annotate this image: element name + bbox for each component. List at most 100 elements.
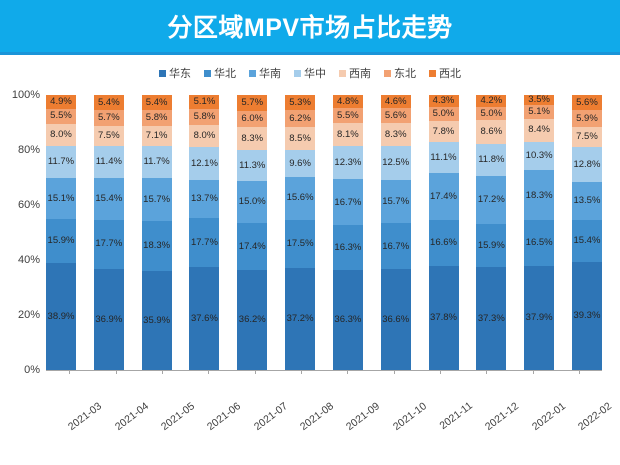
bar-segment-东北[interactable]: 5.7% [93,109,124,126]
bar-segment-西北[interactable]: 4.3% [428,95,459,107]
bar-segment-华中[interactable]: 11.7% [46,145,76,178]
bar-segment-华北[interactable]: 17.7% [93,219,124,269]
bar-segment-西南[interactable]: 7.1% [141,126,172,146]
bar-segment-华东[interactable]: 38.9% [46,263,76,370]
bar-segment-东北[interactable]: 5.9% [571,110,602,127]
bar-segment-华南[interactable]: 15.7% [141,177,172,221]
legend-item-华北[interactable]: 华北 [204,65,236,81]
bar-segment-西北[interactable]: 5.4% [93,95,124,110]
bar-column[interactable]: 5.3% 6.2% 8.5% 9.6% 15.6% 17.5% 37.2% [285,95,316,370]
bar-segment-华东[interactable]: 37.2% [285,267,316,370]
bar-segment-华北[interactable]: 16.6% [428,220,459,267]
bar-segment-东北[interactable]: 5.6% [380,107,411,124]
bar-column[interactable]: 5.4% 5.8% 7.1% 11.7% 15.7% 18.3% 35.9% [141,95,172,370]
bar-segment-西南[interactable]: 8.0% [189,125,220,147]
bar-column[interactable]: 4.8% 5.5% 8.1% 12.3% 16.7% 16.3% 36.3% [332,95,363,370]
bar-segment-东北[interactable]: 5.0% [476,106,507,121]
bar-segment-华北[interactable]: 17.5% [285,219,316,268]
bar-segment-华南[interactable]: 18.3% [524,170,555,221]
bar-segment-华南[interactable]: 17.4% [428,172,459,221]
bar-column[interactable]: 4.6% 5.6% 8.3% 12.5% 15.7% 16.7% 36.6% [380,95,411,370]
bar-segment-东北[interactable]: 5.5% [46,108,76,124]
bar-segment-东北[interactable]: 5.8% [189,109,220,125]
bar-segment-华北[interactable]: 16.3% [332,225,363,271]
bar-segment-华东[interactable]: 36.6% [380,269,411,370]
bar-column[interactable]: 5.4% 5.7% 7.5% 11.4% 15.4% 17.7% 36.9% [93,95,124,370]
bar-column[interactable]: 4.3% 5.0% 7.8% 11.1% 17.4% 16.6% 37.8% [428,95,459,370]
bar-segment-西北[interactable]: 4.6% [380,95,411,108]
bar-segment-华中[interactable]: 9.6% [285,150,316,177]
bar-segment-华南[interactable]: 15.7% [380,180,411,224]
legend-item-西南[interactable]: 西南 [339,65,371,81]
bar-segment-华中[interactable]: 11.7% [141,145,172,178]
legend-item-华东[interactable]: 华东 [159,65,191,81]
bar-segment-华东[interactable]: 36.9% [93,268,124,370]
bar-segment-华中[interactable]: 11.4% [93,146,124,178]
bar-segment-华南[interactable]: 15.1% [46,177,76,220]
bar-segment-西南[interactable]: 8.4% [524,118,555,142]
bar-segment-东北[interactable]: 6.0% [237,110,268,128]
bar-segment-华北[interactable]: 16.5% [524,220,555,266]
bar-segment-华北[interactable]: 17.7% [189,217,220,267]
bar-segment-华南[interactable]: 17.2% [476,176,507,224]
bar-segment-华东[interactable]: 36.2% [237,270,268,370]
bar-column[interactable]: 4.2% 5.0% 8.6% 11.8% 17.2% 15.9% 37.3% [476,95,507,370]
bar-segment-西北[interactable]: 5.3% [285,95,316,110]
bar-segment-华南[interactable]: 13.7% [189,180,220,218]
bar-segment-西北[interactable]: 5.1% [189,95,220,110]
bar-segment-西北[interactable]: 5.6% [571,95,602,111]
bar-segment-西南[interactable]: 8.0% [46,123,76,146]
bar-segment-西南[interactable]: 8.3% [237,127,268,151]
bar-column[interactable]: 4.9% 5.5% 8.0% 11.7% 15.1% 15.9% 38.9% [46,95,76,370]
bar-segment-西北[interactable]: 4.8% [332,95,363,109]
bar-segment-华南[interactable]: 16.7% [332,179,363,226]
bar-segment-华东[interactable]: 37.3% [476,267,507,370]
bar-segment-西南[interactable]: 7.8% [428,120,459,143]
bar-segment-东北[interactable]: 6.2% [285,109,316,127]
bar-segment-华北[interactable]: 15.4% [571,219,602,262]
bar-column[interactable]: 5.6% 5.9% 7.5% 12.8% 13.5% 15.4% 39.3% [571,95,602,370]
bar-segment-东北[interactable]: 5.8% [141,110,172,127]
bar-segment-西南[interactable]: 7.5% [93,125,124,147]
bar-segment-华北[interactable]: 15.9% [476,223,507,268]
bar-segment-华南[interactable]: 13.5% [571,182,602,220]
bar-segment-华中[interactable]: 10.3% [524,141,555,171]
bar-segment-华北[interactable]: 16.7% [380,223,411,270]
legend-item-西北[interactable]: 西北 [429,65,461,81]
bar-column[interactable]: 3.5% 5.1% 8.4% 10.3% 18.3% 16.5% 37.9% [524,95,555,370]
bar-column[interactable]: 5.7% 6.0% 8.3% 11.3% 15.0% 17.4% 36.2% [237,95,268,370]
bar-segment-华中[interactable]: 12.1% [189,147,220,181]
bar-segment-西南[interactable]: 8.1% [332,123,363,146]
bar-segment-西南[interactable]: 8.5% [285,126,316,151]
bar-segment-西南[interactable]: 8.6% [476,120,507,144]
bar-segment-华中[interactable]: 12.3% [332,145,363,180]
bar-segment-西北[interactable]: 5.4% [141,95,172,111]
bar-segment-华东[interactable]: 39.3% [571,261,602,370]
bar-segment-华中[interactable]: 12.8% [571,147,602,183]
legend-item-华南[interactable]: 华南 [249,65,281,81]
bar-segment-华东[interactable]: 37.6% [189,266,220,370]
bar-segment-西北[interactable]: 5.7% [237,95,268,111]
bar-segment-华南[interactable]: 15.0% [237,181,268,223]
bar-segment-西北[interactable]: 3.5% [524,95,555,105]
bar-segment-华东[interactable]: 35.9% [141,271,172,370]
bar-segment-华中[interactable]: 11.1% [428,142,459,173]
bar-segment-华中[interactable]: 12.5% [380,145,411,181]
bar-segment-华中[interactable]: 11.3% [237,150,268,182]
bar-segment-东北[interactable]: 5.5% [332,108,363,124]
bar-segment-华东[interactable]: 37.9% [524,265,555,370]
bar-segment-华东[interactable]: 36.3% [332,270,363,370]
bar-segment-西北[interactable]: 4.9% [46,95,76,109]
bar-segment-华东[interactable]: 37.8% [428,266,459,370]
bar-segment-华南[interactable]: 15.6% [285,176,316,220]
bar-segment-西南[interactable]: 8.3% [380,123,411,146]
bar-segment-华中[interactable]: 11.8% [476,143,507,177]
bar-segment-西北[interactable]: 4.2% [476,95,507,107]
bar-segment-华南[interactable]: 15.4% [93,177,124,220]
bar-segment-西南[interactable]: 7.5% [571,126,602,148]
bar-segment-华北[interactable]: 15.9% [46,219,76,264]
bar-segment-华北[interactable]: 18.3% [141,220,172,272]
bar-segment-东北[interactable]: 5.1% [524,104,555,119]
bar-column[interactable]: 5.1% 5.8% 8.0% 12.1% 13.7% 17.7% 37.6% [189,95,220,370]
bar-segment-东北[interactable]: 5.0% [428,106,459,121]
